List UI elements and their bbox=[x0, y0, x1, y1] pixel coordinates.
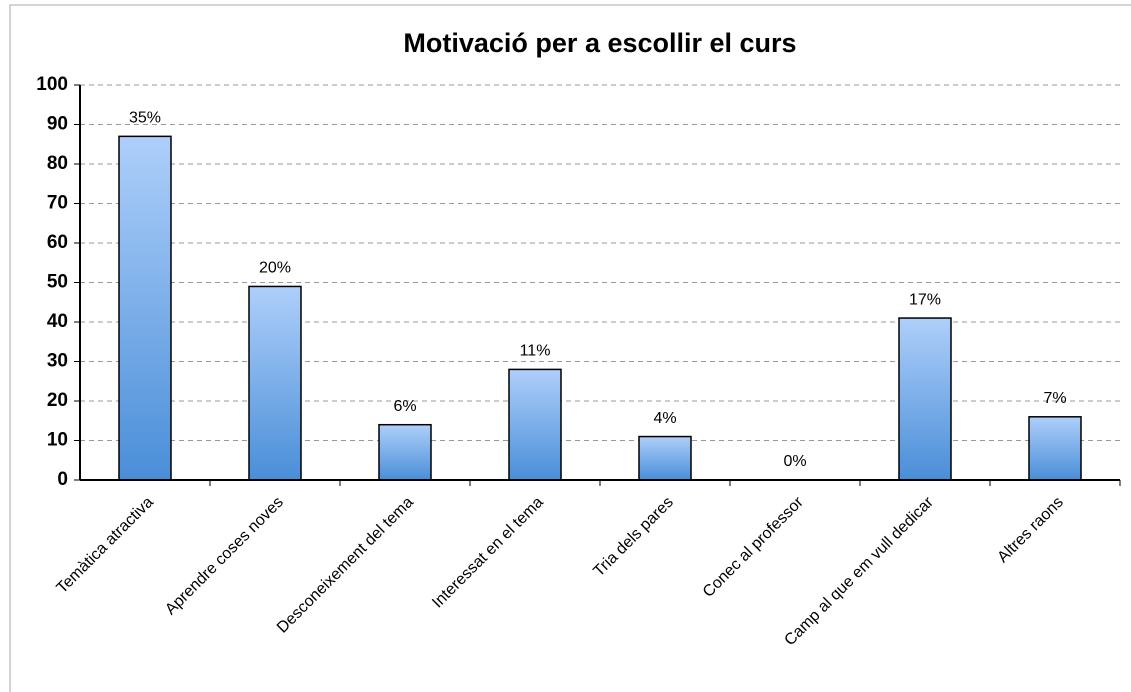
data-label: 20% bbox=[259, 260, 291, 277]
x-tick-label: Altres raons bbox=[994, 494, 1066, 566]
frame bbox=[9, 4, 1131, 692]
y-tick-label: 100 bbox=[36, 74, 68, 95]
data-label: 4% bbox=[653, 410, 676, 427]
bar bbox=[638, 435, 692, 481]
y-tick-label: 40 bbox=[47, 311, 68, 332]
data-label: 7% bbox=[1043, 390, 1066, 407]
y-tick-label: 70 bbox=[47, 193, 68, 214]
x-tick-label: Interessat en el tema bbox=[429, 494, 547, 612]
bar bbox=[1028, 416, 1082, 481]
data-label: 11% bbox=[520, 343, 551, 360]
y-tick-label: 20 bbox=[47, 390, 68, 411]
y-tick-label: 90 bbox=[47, 114, 68, 135]
x-tick-label: Tria dels pares bbox=[590, 494, 676, 580]
data-label: 6% bbox=[393, 398, 416, 415]
y-tick-label: 80 bbox=[47, 153, 68, 174]
x-tick-label: Aprendre coses noves bbox=[162, 494, 287, 619]
y-tick-label: 0 bbox=[57, 469, 68, 490]
y-tick-label: 60 bbox=[47, 232, 68, 253]
x-tick-label: Temàtica atractiva bbox=[54, 494, 157, 597]
x-tick-label: Conec al professor bbox=[700, 493, 807, 600]
data-label: 17% bbox=[909, 291, 941, 308]
x-tick-label: Desconeixement del tema bbox=[274, 494, 417, 637]
data-label: 35% bbox=[129, 110, 161, 127]
y-tick-label: 30 bbox=[47, 351, 68, 372]
bar bbox=[508, 368, 562, 481]
bar bbox=[118, 135, 172, 481]
data-label: 0% bbox=[783, 453, 806, 470]
bar bbox=[898, 317, 952, 481]
y-tick-label: 50 bbox=[47, 272, 68, 293]
x-tick-label: Camp al que em vull dedicar bbox=[781, 493, 937, 649]
chart-title: Motivació per a escollir el curs bbox=[403, 28, 796, 58]
y-tick-label: 10 bbox=[47, 430, 68, 451]
bar bbox=[378, 423, 432, 481]
bar bbox=[248, 285, 302, 481]
